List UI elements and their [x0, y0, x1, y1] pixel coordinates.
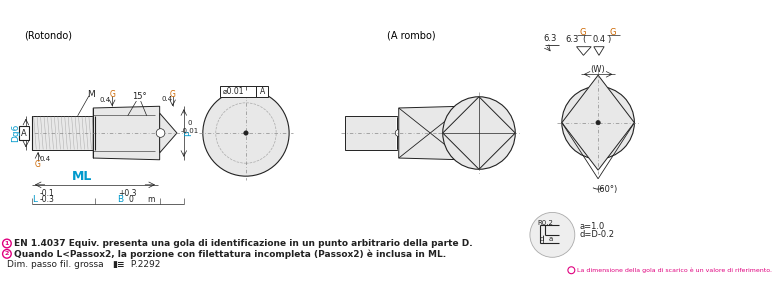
Circle shape: [156, 129, 165, 137]
Circle shape: [596, 120, 601, 125]
Text: (A rombo): (A rombo): [387, 30, 435, 40]
Polygon shape: [399, 106, 462, 160]
Text: -0.1: -0.1: [40, 189, 55, 198]
Text: (Rotondo): (Rotondo): [24, 30, 73, 40]
Text: Dim. passo fil. grossa: Dim. passo fil. grossa: [7, 260, 106, 269]
Polygon shape: [462, 113, 470, 153]
Text: 0.4: 0.4: [100, 97, 111, 103]
Text: (60°): (60°): [596, 185, 617, 194]
Circle shape: [2, 239, 11, 248]
Text: L: L: [32, 195, 37, 204]
Text: Dg6: Dg6: [11, 124, 20, 142]
Text: A: A: [260, 87, 265, 96]
Circle shape: [562, 86, 634, 159]
Text: EN 1.4037 Equiv. presenta una gola di identificazione in un punto arbitrario del: EN 1.4037 Equiv. presenta una gola di id…: [14, 239, 473, 248]
Circle shape: [568, 267, 575, 274]
Circle shape: [2, 250, 11, 258]
Text: 15°: 15°: [133, 92, 147, 101]
Text: (W): (W): [590, 65, 605, 74]
Circle shape: [477, 131, 481, 135]
Text: ▮≡: ▮≡: [112, 260, 125, 269]
Text: G: G: [109, 90, 115, 99]
Text: M: M: [87, 90, 94, 99]
Text: 0: 0: [188, 120, 192, 126]
Text: ML: ML: [72, 170, 92, 183]
Text: 0.4: 0.4: [39, 156, 51, 162]
Text: Quando L<Passox2, la porzione con filettatura incompleta (Passox2) è inclusa in : Quando L<Passox2, la porzione con filett…: [14, 249, 446, 259]
Text: 6.3: 6.3: [543, 33, 556, 43]
Text: d: d: [540, 236, 544, 242]
Text: a: a: [548, 236, 553, 242]
Text: d=D-0.2: d=D-0.2: [580, 230, 615, 239]
Text: m: m: [147, 195, 154, 204]
Polygon shape: [346, 116, 397, 150]
Polygon shape: [32, 116, 95, 150]
Bar: [257, 86, 268, 97]
Text: G: G: [580, 28, 586, 36]
Polygon shape: [576, 47, 591, 55]
Text: La dimensione della gola di scarico è un valore di riferimento.: La dimensione della gola di scarico è un…: [576, 268, 771, 273]
Text: 0.4: 0.4: [592, 35, 605, 44]
Text: 1: 1: [5, 241, 9, 246]
Text: -0.01: -0.01: [181, 128, 199, 134]
Polygon shape: [443, 97, 516, 169]
Text: ): ): [607, 35, 610, 44]
Text: 0.4: 0.4: [161, 96, 172, 102]
Polygon shape: [160, 113, 177, 153]
Circle shape: [203, 90, 289, 176]
Text: 0: 0: [129, 195, 133, 204]
Text: B: B: [117, 195, 123, 204]
Polygon shape: [94, 106, 160, 160]
Text: R0.2: R0.2: [537, 220, 554, 226]
Text: -0.3: -0.3: [40, 195, 55, 204]
Text: +0.3: +0.3: [119, 189, 137, 198]
Text: A: A: [21, 129, 27, 137]
Polygon shape: [562, 75, 634, 170]
Text: (: (: [582, 35, 585, 44]
Text: 6.3: 6.3: [566, 35, 579, 44]
Polygon shape: [594, 47, 604, 55]
Text: P.2292: P.2292: [128, 260, 160, 269]
Circle shape: [395, 130, 402, 136]
Text: 2: 2: [5, 251, 9, 256]
Text: P: P: [184, 130, 193, 136]
Bar: [220, 86, 257, 97]
Circle shape: [443, 97, 516, 169]
Text: G: G: [35, 161, 41, 169]
Text: a=1.0: a=1.0: [580, 222, 605, 231]
Text: G: G: [170, 90, 176, 99]
Circle shape: [530, 212, 575, 257]
Text: G: G: [609, 28, 616, 36]
Circle shape: [244, 131, 248, 135]
Text: ⌀0.01: ⌀0.01: [222, 87, 244, 96]
